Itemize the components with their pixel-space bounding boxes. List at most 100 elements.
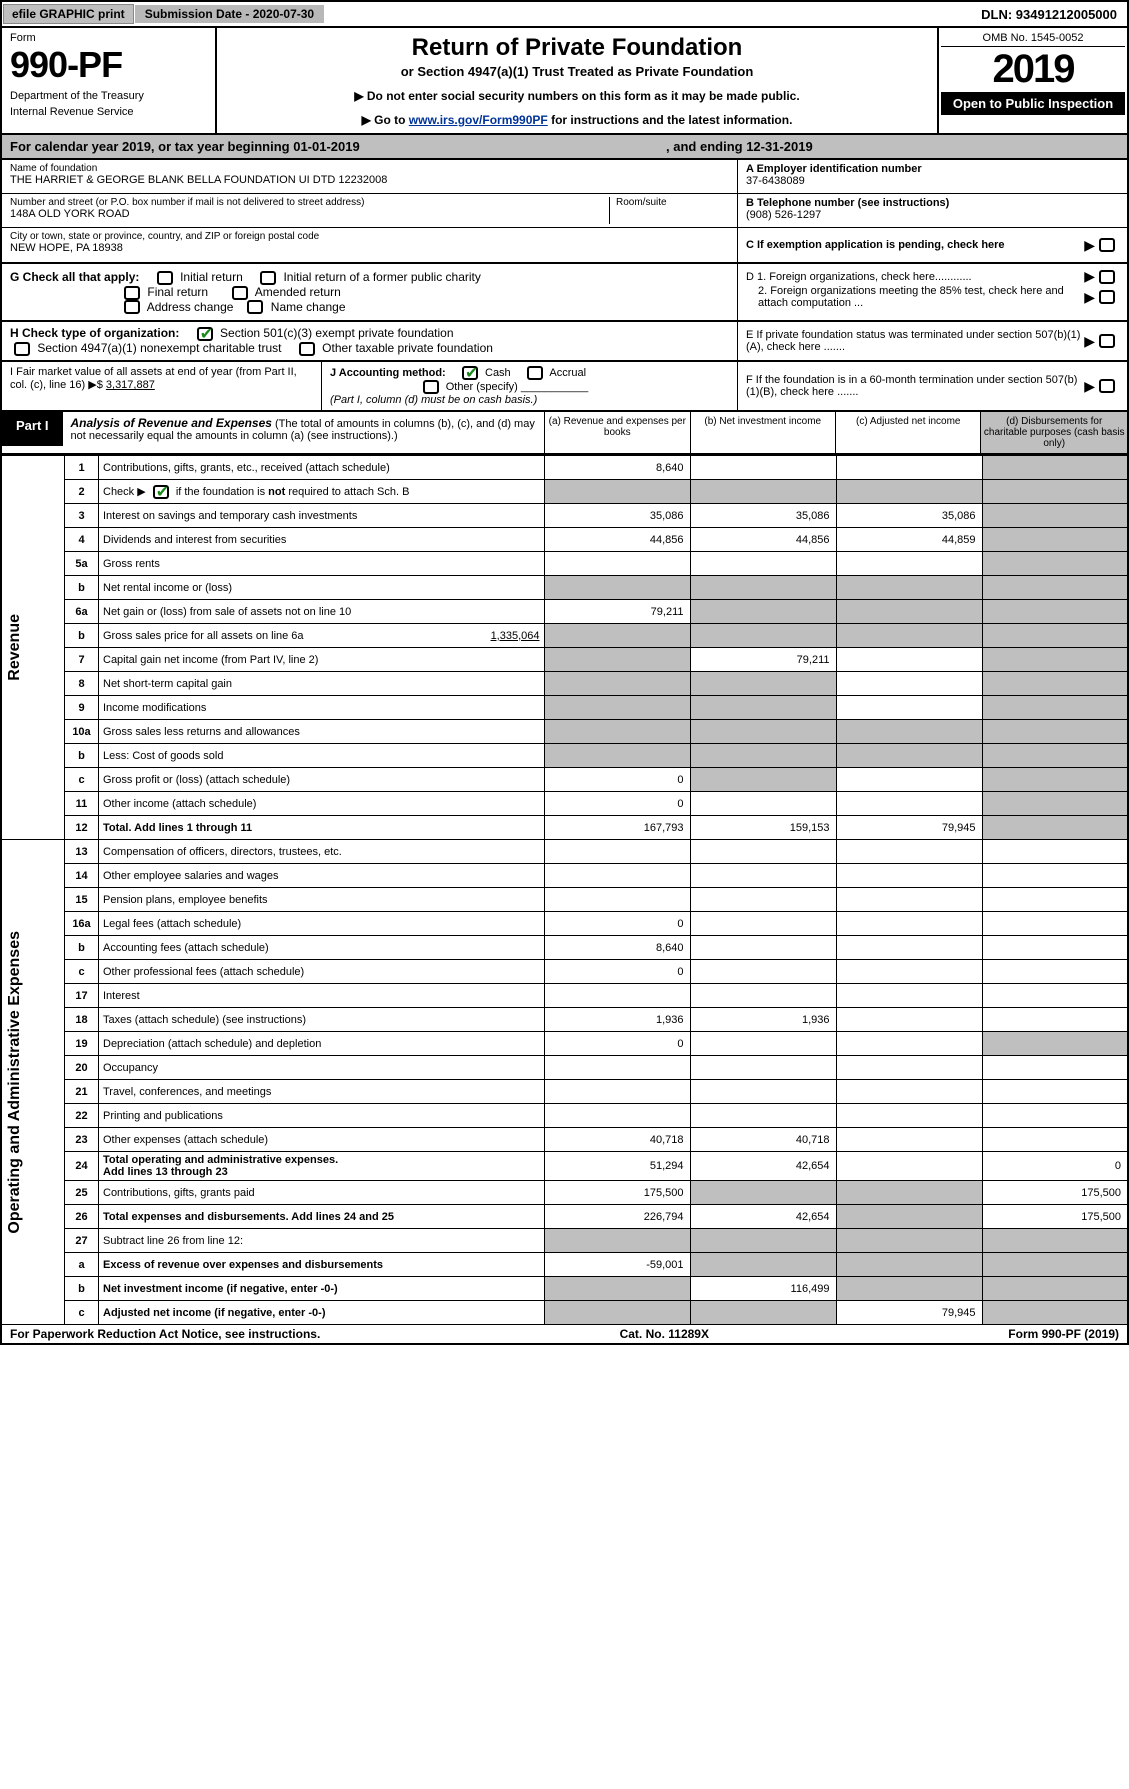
cell-c: 44,859 xyxy=(836,528,982,552)
line-desc: Occupancy xyxy=(99,1056,545,1080)
table-row: 10aGross sales less returns and allowanc… xyxy=(1,720,1128,744)
ein-row: A Employer identification number 37-6438… xyxy=(738,160,1127,194)
efile-button[interactable]: efile GRAPHIC print xyxy=(3,4,134,24)
table-row: 14Other employee salaries and wages xyxy=(1,864,1128,888)
line-desc: Check ▶ if the foundation is not require… xyxy=(99,480,545,504)
cell-a xyxy=(544,840,690,864)
cell-b xyxy=(690,456,836,480)
cell-c xyxy=(836,1008,982,1032)
irs-link[interactable]: www.irs.gov/Form990PF xyxy=(409,113,548,127)
table-row: bLess: Cost of goods sold xyxy=(1,744,1128,768)
irs-label: Internal Revenue Service xyxy=(10,106,207,118)
tax-year: 2019 xyxy=(941,47,1125,92)
cell-c: 79,945 xyxy=(836,816,982,840)
cell-b xyxy=(690,1253,836,1277)
address-row: Number and street (or P.O. box number if… xyxy=(2,194,737,228)
foundation-name: THE HARRIET & GEORGE BLANK BELLA FOUNDAT… xyxy=(10,174,729,186)
footer: For Paperwork Reduction Act Notice, see … xyxy=(0,1325,1129,1345)
cell-c xyxy=(836,864,982,888)
d1-checkbox[interactable] xyxy=(1099,270,1115,284)
table-row: cGross profit or (loss) (attach schedule… xyxy=(1,768,1128,792)
table-row: 19Depreciation (attach schedule) and dep… xyxy=(1,1032,1128,1056)
cell-d: 175,500 xyxy=(982,1181,1128,1205)
line-number: b xyxy=(65,624,99,648)
name-change-checkbox[interactable] xyxy=(247,300,263,314)
cell-c xyxy=(836,936,982,960)
cell-b xyxy=(690,480,836,504)
cell-d xyxy=(982,624,1128,648)
4947-checkbox[interactable] xyxy=(14,342,30,356)
line-desc: Travel, conferences, and meetings xyxy=(99,1080,545,1104)
cell-b xyxy=(690,1229,836,1253)
cell-a: -59,001 xyxy=(544,1253,690,1277)
form-number: 990-PF xyxy=(10,44,207,86)
cell-d xyxy=(982,672,1128,696)
accrual-checkbox[interactable] xyxy=(527,366,543,380)
cell-c xyxy=(836,720,982,744)
address-change-checkbox[interactable] xyxy=(124,300,140,314)
c-checkbox[interactable] xyxy=(1099,238,1115,252)
cell-c xyxy=(836,672,982,696)
other-checkbox[interactable] xyxy=(423,380,439,394)
amended-checkbox[interactable] xyxy=(232,286,248,300)
cell-d xyxy=(982,720,1128,744)
cell-b: 42,654 xyxy=(690,1205,836,1229)
line-number: 2 xyxy=(65,480,99,504)
goto-prefix: ▶ Go to xyxy=(362,113,409,127)
e-checkbox[interactable] xyxy=(1099,334,1115,348)
schB-checkbox[interactable] xyxy=(153,485,169,499)
f-checkbox[interactable] xyxy=(1099,379,1115,393)
cell-d xyxy=(982,552,1128,576)
part1-title: Analysis of Revenue and Expenses xyxy=(71,416,272,430)
goto-suffix: for instructions and the latest informat… xyxy=(551,113,792,127)
cell-a xyxy=(544,1229,690,1253)
cal-begin: For calendar year 2019, or tax year begi… xyxy=(10,139,360,154)
cell-a: 79,211 xyxy=(544,600,690,624)
cell-c xyxy=(836,1229,982,1253)
initial-return-checkbox[interactable] xyxy=(157,271,173,285)
line-number: b xyxy=(65,936,99,960)
table-row: bNet investment income (if negative, ent… xyxy=(1,1277,1128,1301)
other-taxable-checkbox[interactable] xyxy=(299,342,315,356)
cell-d xyxy=(982,840,1128,864)
line-number: 11 xyxy=(65,792,99,816)
line-desc: Other employee salaries and wages xyxy=(99,864,545,888)
cell-b xyxy=(690,888,836,912)
line-number: 6a xyxy=(65,600,99,624)
cell-d xyxy=(982,576,1128,600)
cash-checkbox[interactable] xyxy=(462,366,478,380)
table-row: 3Interest on savings and temporary cash … xyxy=(1,504,1128,528)
cell-a: 226,794 xyxy=(544,1205,690,1229)
table-row: 26Total expenses and disbursements. Add … xyxy=(1,1205,1128,1229)
line-number: 22 xyxy=(65,1104,99,1128)
final-return-checkbox[interactable] xyxy=(124,286,140,300)
cell-d xyxy=(982,480,1128,504)
cell-d xyxy=(982,984,1128,1008)
table-row: 9Income modifications xyxy=(1,696,1128,720)
ein-value: 37-6438089 xyxy=(746,175,1119,187)
line-desc: Printing and publications xyxy=(99,1104,545,1128)
d2-checkbox[interactable] xyxy=(1099,290,1115,304)
line-desc: Interest xyxy=(99,984,545,1008)
cell-c xyxy=(836,984,982,1008)
cell-d xyxy=(982,600,1128,624)
cell-c xyxy=(836,912,982,936)
part1-table: Revenue1Contributions, gifts, grants, et… xyxy=(0,455,1129,1325)
h-label: H Check type of organization: xyxy=(10,326,179,340)
table-row: cOther professional fees (attach schedul… xyxy=(1,960,1128,984)
g-opt-0: Initial return xyxy=(180,270,243,284)
side-label: Operating and Administrative Expenses xyxy=(1,840,65,1325)
cell-a xyxy=(544,1277,690,1301)
table-row: 27Subtract line 26 from line 12: xyxy=(1,1229,1128,1253)
initial-former-checkbox[interactable] xyxy=(260,271,276,285)
form-title: Return of Private Foundation xyxy=(221,34,933,62)
line-desc: Contributions, gifts, grants paid xyxy=(99,1181,545,1205)
cell-d xyxy=(982,1104,1128,1128)
g-left: G Check all that apply: Initial return I… xyxy=(2,264,737,320)
cell-b xyxy=(690,936,836,960)
line-desc: Total operating and administrative expen… xyxy=(99,1152,545,1181)
501c3-checkbox[interactable] xyxy=(197,327,213,341)
line-number: 18 xyxy=(65,1008,99,1032)
cell-b xyxy=(690,1056,836,1080)
line-number: c xyxy=(65,768,99,792)
